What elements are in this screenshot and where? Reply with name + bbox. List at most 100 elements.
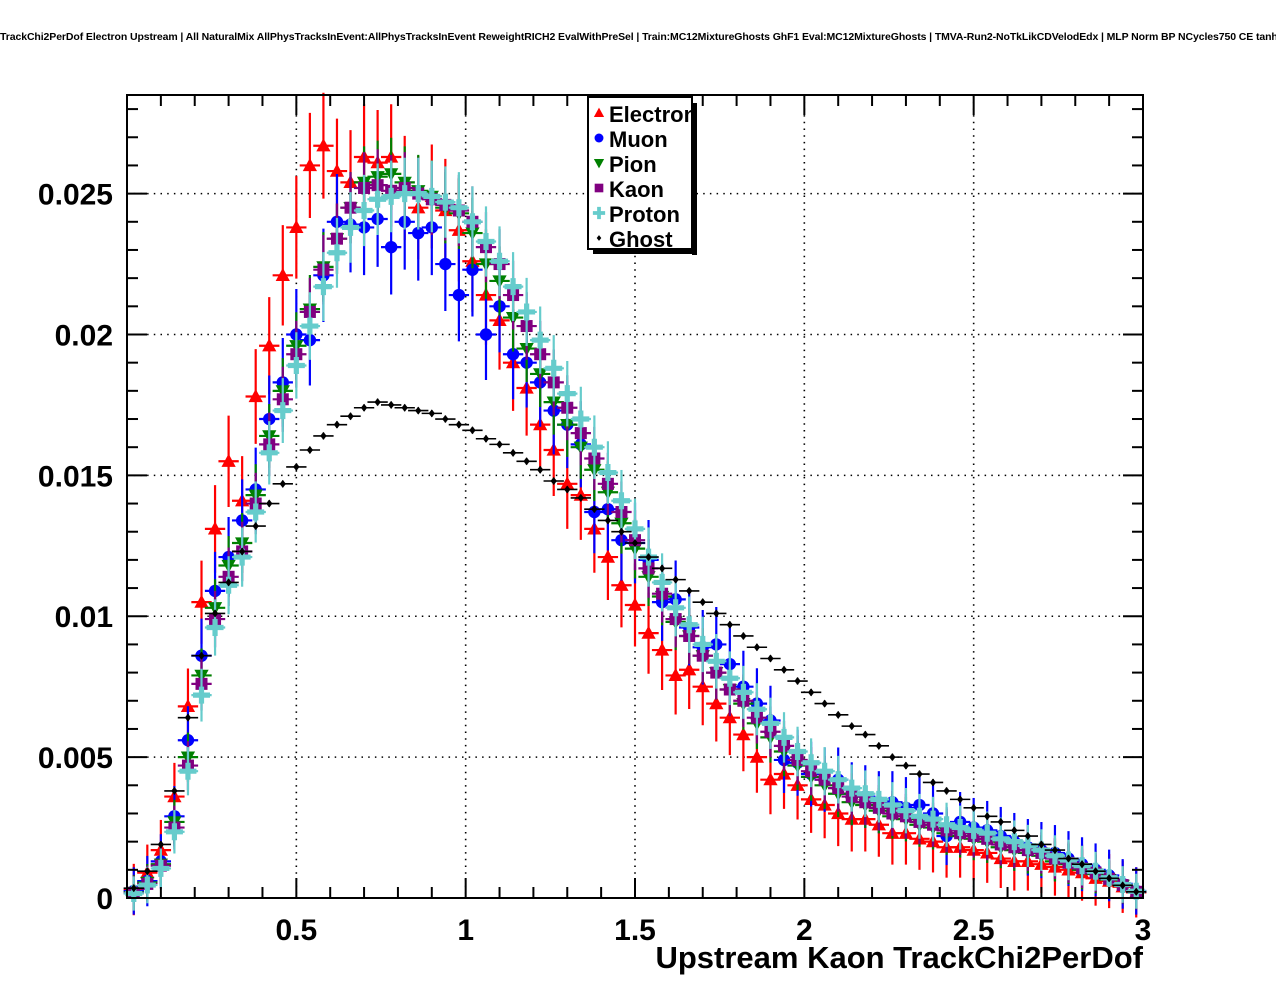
legend-box (587, 96, 693, 250)
legend-shadow-right (692, 103, 697, 255)
x-tick-label: 2.5 (953, 914, 995, 947)
data-point-marker (599, 464, 617, 482)
y-tick-label: 0.005 (38, 742, 113, 775)
data-point-marker (594, 183, 604, 193)
series-ghost (123, 398, 1147, 896)
data-point-marker (856, 785, 874, 803)
legend-item-kaon[interactable]: Kaon (594, 177, 664, 202)
data-point-marker (761, 714, 779, 732)
data-point-marker (736, 727, 751, 741)
data-point-marker (641, 625, 656, 639)
data-point-marker (125, 884, 143, 902)
x-tick-label: 1 (457, 914, 474, 947)
data-point-marker (545, 359, 563, 377)
data-point-marker (194, 594, 209, 608)
data-point-marker (951, 819, 969, 837)
data-point-marker (382, 187, 400, 205)
data-point-marker (709, 696, 724, 710)
legend-item-proton[interactable]: Proton (592, 202, 680, 227)
legend-item-pion[interactable]: Pion (593, 152, 657, 177)
data-point-marker (631, 538, 639, 547)
data-point-marker (862, 730, 869, 739)
data-point-marker (848, 722, 855, 731)
data-point-marker (682, 662, 697, 676)
data-point-marker (593, 107, 605, 118)
data-point-marker (275, 267, 290, 281)
data-point-marker (1133, 887, 1140, 896)
data-point-marker (604, 516, 612, 525)
data-point-marker (875, 741, 883, 750)
data-point-marker (564, 485, 571, 494)
legend-item-label: Proton (609, 202, 680, 227)
data-point-marker (328, 244, 346, 262)
data-point-marker (929, 778, 937, 787)
data-point-marker (221, 453, 236, 467)
data-point-marker (612, 492, 630, 510)
data-point-marker (287, 356, 305, 374)
plot-header-title: TrackChi2PerDof Electron Upstream | All … (0, 31, 1276, 43)
x-tick-label: 1.5 (614, 914, 656, 947)
data-point-marker (396, 185, 414, 203)
data-point-marker (138, 876, 156, 894)
data-point-marker (653, 573, 671, 591)
data-point-marker (970, 803, 977, 812)
data-point-marker (721, 669, 739, 687)
data-point-marker (523, 457, 530, 466)
data-point-marker (374, 398, 381, 407)
data-point-marker (439, 257, 452, 271)
data-point-marker (491, 252, 509, 270)
data-point-marker (428, 409, 435, 418)
data-point-marker (722, 710, 737, 724)
y-tick-label: 0.01 (55, 601, 113, 634)
x-tick-label: 3 (1135, 914, 1152, 947)
data-point-marker (572, 410, 590, 428)
data-point-marker (802, 754, 820, 772)
data-point-marker (596, 235, 602, 241)
legend-item-muon[interactable]: Muon (594, 127, 668, 152)
data-point-marker (130, 884, 137, 893)
data-point-marker (749, 749, 765, 763)
data-point-marker (314, 278, 332, 296)
data-point-marker (594, 133, 604, 143)
y-axis-tick-labels: 0 0.005 0.01 0.015 0.02 0.025 (38, 179, 113, 916)
legend-item-electron[interactable]: Electron (593, 102, 697, 127)
data-point-marker (193, 686, 211, 704)
data-series-layer (123, 92, 1147, 918)
data-point-marker (302, 157, 318, 172)
data-point-marker (699, 598, 706, 607)
data-point-marker (384, 240, 398, 254)
data-point-marker (316, 138, 331, 152)
data-point-marker (627, 597, 643, 611)
data-point-marker (369, 190, 387, 208)
data-point-marker (466, 263, 479, 276)
data-point-marker (558, 385, 576, 403)
data-point-marker (1078, 860, 1086, 869)
data-point-marker (1024, 832, 1032, 841)
data-point-marker (685, 586, 693, 595)
data-point-marker (274, 402, 292, 420)
data-point-marker (821, 699, 828, 708)
data-point-marker (450, 199, 468, 217)
y-tick-label: 0.015 (38, 460, 113, 493)
legend-item-ghost[interactable]: Ghost (596, 227, 674, 252)
data-point-marker (870, 790, 888, 808)
data-point-marker (680, 616, 698, 634)
legend-item-label: Kaon (609, 177, 664, 202)
data-point-marker (910, 807, 928, 825)
data-point-marker (816, 762, 834, 780)
data-point-marker (180, 698, 196, 713)
data-point-marker (455, 420, 463, 429)
data-point-marker (1032, 841, 1050, 859)
data-point-marker (412, 226, 425, 240)
legend-shadow-bottom (593, 249, 697, 254)
data-point-marker (978, 824, 996, 842)
data-point-marker (252, 522, 259, 531)
data-point-marker (342, 218, 360, 236)
legend-item-label: Electron (609, 102, 697, 127)
data-point-marker (807, 688, 815, 697)
data-point-marker (293, 462, 300, 471)
data-point-marker (266, 499, 273, 508)
data-point-marker (775, 728, 793, 746)
